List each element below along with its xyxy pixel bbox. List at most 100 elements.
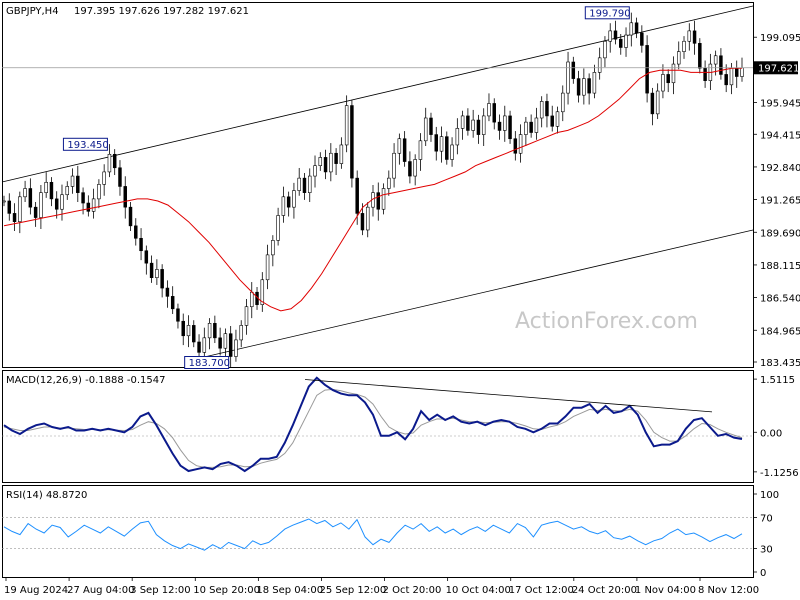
candle-body: [97, 184, 101, 200]
candle-body: [503, 115, 507, 131]
candle-body: [12, 213, 17, 222]
moving-average-line: [3, 67, 742, 312]
candle-body: [313, 165, 317, 177]
candle-body: [260, 279, 265, 305]
rsi-line: [3, 518, 743, 551]
candle-body: [28, 188, 33, 208]
candle-body: [355, 177, 359, 214]
candle-body: [344, 105, 349, 146]
candle-body: [524, 121, 528, 135]
last-price-text: 197.621: [758, 63, 799, 74]
candle-body: [139, 237, 143, 252]
candle-body: [213, 323, 217, 339]
last-price-box: [754, 61, 798, 75]
time-tick-label: 27 Aug 04:00: [67, 585, 134, 596]
candle-body: [571, 61, 576, 79]
annotation-box: [584, 6, 630, 20]
candle-body: [529, 121, 533, 133]
candle-body: [381, 188, 386, 210]
candle-body: [192, 325, 196, 343]
candle-body: [123, 186, 127, 208]
candle-body: [286, 196, 291, 208]
candle-body: [740, 67, 744, 77]
candle-body: [734, 67, 739, 77]
price-y-tick-label: 199.095: [760, 33, 800, 44]
candle-body: [677, 51, 681, 65]
candle-body: [513, 138, 518, 154]
price-annotations: 193.450 183.700 199.790: [62, 6, 631, 370]
time-tick-label: 25 Sep 12:00: [319, 585, 386, 596]
price-y-tick-label: 186.540: [760, 294, 800, 305]
candle-body: [65, 186, 69, 196]
candle-body: [228, 333, 233, 357]
candle-body: [239, 325, 243, 341]
candle-body: [365, 206, 370, 231]
candle-body: [534, 117, 539, 133]
candle-body: [413, 159, 417, 177]
candle-body: [603, 40, 607, 59]
candle-body: [70, 175, 75, 187]
candle-body: [91, 198, 96, 212]
macd-y-axis: 1.5115 0.00 -1.1256: [753, 375, 799, 479]
candle-body: [555, 111, 560, 127]
time-tick-label: 1 Nov 04:00: [635, 585, 696, 596]
candle-body: [439, 136, 444, 152]
price-y-tick-label: 183.435: [760, 358, 800, 369]
candle-body: [107, 153, 112, 173]
candle-body: [54, 198, 59, 210]
candle-body: [250, 291, 254, 308]
rsi-y-axis: 100 70 30 0: [753, 490, 779, 579]
candle-body: [7, 200, 12, 214]
macd-y-tick-label: 1.5115: [760, 375, 795, 386]
candle-body: [308, 175, 312, 193]
candle-body: [86, 202, 91, 212]
candle-body: [329, 152, 333, 173]
candle-body: [724, 74, 728, 86]
candle-body: [18, 196, 22, 222]
rsi-y-tick-label: 100: [760, 490, 779, 501]
candle-body: [434, 134, 438, 152]
candle-body: [624, 34, 628, 48]
candle-body: [292, 190, 296, 208]
channel-upper-line: [1, 5, 754, 183]
time-tick-label: 24 Oct 20:00: [572, 585, 637, 596]
candle-body: [218, 337, 222, 349]
rsi-label: RSI(14) 48.8720: [6, 490, 87, 501]
candle-body: [597, 57, 602, 73]
candle-body: [387, 177, 391, 189]
candle-body: [450, 144, 454, 160]
time-tick-label: 19 Aug 2024: [4, 585, 68, 596]
candle-body: [118, 167, 122, 187]
macd-panel: [2, 370, 754, 483]
candle-body: [102, 171, 106, 185]
candle-body: [155, 269, 159, 278]
candle-body: [149, 262, 154, 278]
price-annotation: 199.790: [584, 6, 631, 20]
candle-body: [360, 213, 365, 231]
candle-body: [471, 119, 475, 131]
candle-body: [613, 30, 618, 40]
candle-body: [176, 308, 180, 322]
candle-body: [466, 115, 470, 131]
candle-body: [49, 181, 54, 200]
macd-y-tick-label: 0.00: [760, 428, 782, 439]
macd-trendline: [304, 379, 713, 413]
candle-body: [719, 55, 723, 75]
candle-body: [655, 90, 660, 115]
macd-y-tick-label: -1.1256: [760, 468, 799, 479]
candle-body: [165, 287, 170, 297]
candle-body: [297, 177, 301, 191]
candle-body: [339, 144, 344, 164]
candle-body: [134, 225, 138, 239]
candle-body: [323, 157, 328, 173]
candle-body: [518, 134, 523, 154]
ohlc-readout: 197.395 197.626 197.282 197.621: [74, 6, 249, 17]
last-price-tag: 197.621: [754, 61, 799, 75]
candle-body: [160, 269, 164, 289]
time-tick-label: 10 Oct 04:00: [446, 585, 511, 596]
candle-body: [550, 115, 554, 127]
candle-body: [561, 92, 565, 113]
time-tick-label: 2 Oct 20:00: [383, 585, 442, 596]
symbol-label: GBPJPY,H4: [6, 6, 59, 17]
